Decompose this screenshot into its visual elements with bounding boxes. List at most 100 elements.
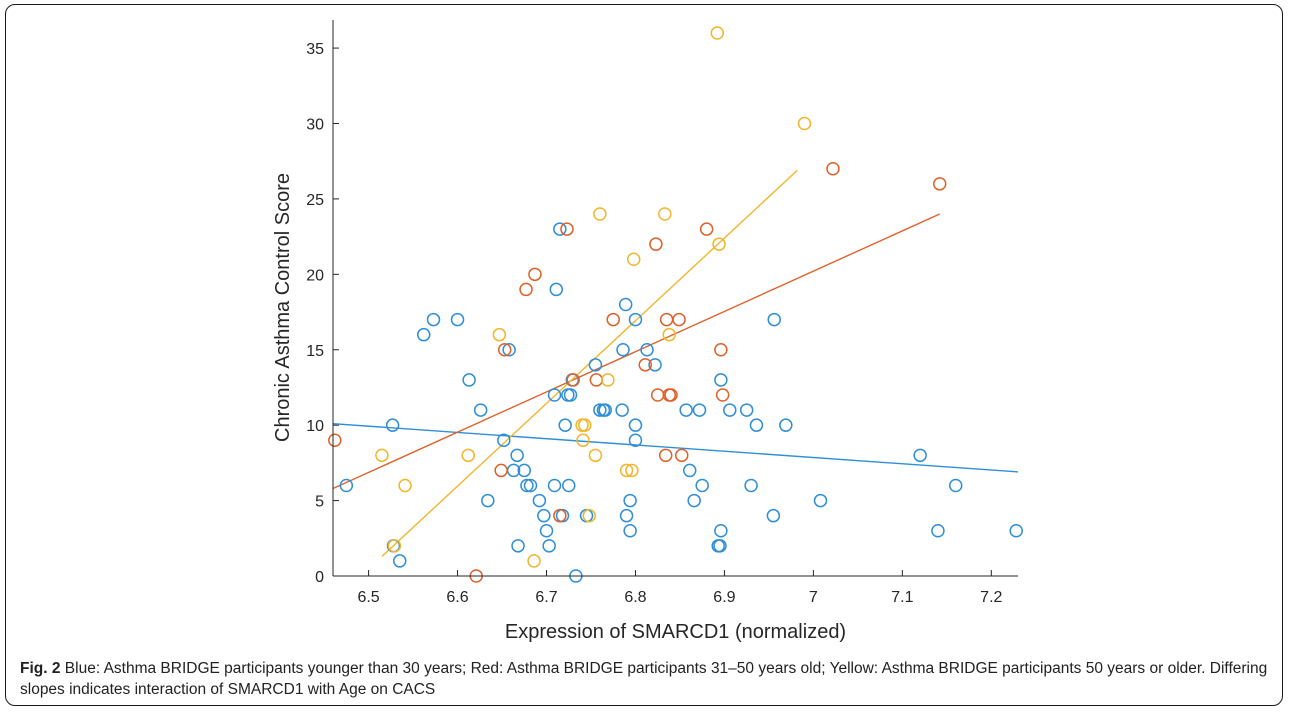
data-point bbox=[749, 418, 764, 432]
data-point bbox=[779, 418, 793, 432]
data-point bbox=[766, 508, 781, 523]
data-point bbox=[715, 388, 730, 402]
fit-line-0 bbox=[332, 422, 1019, 473]
data-point bbox=[494, 463, 508, 478]
data-point bbox=[510, 448, 524, 463]
data-point bbox=[692, 403, 707, 417]
data-point bbox=[375, 448, 389, 463]
data-point bbox=[539, 524, 554, 538]
data-point bbox=[682, 463, 697, 478]
data-point bbox=[616, 343, 630, 357]
data-point bbox=[714, 343, 728, 357]
data-point bbox=[601, 373, 615, 387]
data-point bbox=[606, 312, 620, 327]
scatter-chart: 6.5 6.6 6.7 6.8 6.9 7 7.1 7.2 0 5 10 15 20 25 30 35 Exp… bbox=[272, 20, 1023, 643]
data-point bbox=[502, 343, 516, 357]
data-point bbox=[695, 478, 709, 493]
data-point bbox=[687, 493, 701, 508]
data-point bbox=[549, 282, 564, 297]
data-point bbox=[492, 327, 507, 342]
data-point bbox=[626, 252, 641, 266]
data-point bbox=[615, 403, 629, 417]
data-point bbox=[713, 539, 727, 553]
data-point bbox=[497, 343, 512, 357]
x-tick-label: 7.2 bbox=[980, 589, 1002, 606]
y-tick-label: 25 bbox=[306, 192, 324, 209]
data-point bbox=[339, 478, 354, 493]
x-tick-label: 6.9 bbox=[713, 589, 735, 606]
data-point bbox=[623, 524, 637, 538]
data-point bbox=[813, 493, 828, 508]
data-point bbox=[566, 373, 580, 387]
data-point bbox=[528, 267, 542, 282]
data-point bbox=[511, 539, 525, 553]
data-point bbox=[575, 418, 589, 432]
data-point bbox=[623, 493, 637, 508]
axis-ticks: 6.5 6.6 6.7 6.8 6.9 7 7.1 7.2 0 5 10 15 20 25 30 35 bbox=[306, 41, 1002, 606]
data-point bbox=[579, 508, 594, 523]
data-point bbox=[618, 297, 633, 312]
fit-line-1 bbox=[332, 213, 941, 490]
data-point bbox=[416, 327, 431, 342]
data-point bbox=[662, 327, 677, 342]
y-tick-label: 10 bbox=[306, 418, 324, 435]
data-point bbox=[588, 448, 603, 463]
data-point bbox=[628, 433, 643, 447]
data-point bbox=[392, 554, 407, 568]
data-point bbox=[767, 312, 781, 327]
data-point bbox=[1009, 524, 1023, 538]
x-tick-label: 6.7 bbox=[535, 589, 557, 606]
data-point bbox=[576, 433, 590, 447]
data-point bbox=[555, 508, 570, 523]
regression-lines bbox=[332, 169, 1019, 557]
data-point bbox=[398, 478, 412, 493]
data-point bbox=[744, 478, 758, 493]
data-point bbox=[537, 508, 551, 523]
data-point bbox=[553, 222, 567, 236]
data-point bbox=[473, 403, 488, 417]
data-point bbox=[547, 478, 562, 493]
data-point bbox=[931, 524, 945, 538]
data-point bbox=[638, 358, 653, 372]
y-tick-label: 20 bbox=[306, 267, 324, 284]
data-point bbox=[714, 524, 728, 538]
data-point bbox=[523, 478, 538, 493]
data-point bbox=[672, 312, 686, 327]
data-point bbox=[826, 162, 840, 176]
data-point bbox=[723, 403, 737, 417]
data-point bbox=[461, 448, 475, 463]
data-point bbox=[547, 388, 562, 402]
data-point bbox=[561, 478, 576, 493]
data-point bbox=[553, 508, 567, 523]
data-point bbox=[649, 237, 663, 251]
figure-caption: Fig. 2 Blue: Asthma BRIDGE participants … bbox=[20, 658, 1270, 700]
data-point bbox=[517, 463, 532, 478]
data-point bbox=[481, 493, 495, 508]
data-point bbox=[497, 433, 511, 447]
y-tick-label: 35 bbox=[306, 41, 324, 58]
data-point bbox=[588, 358, 603, 372]
y-axis-label: Chronic Asthma Control Score bbox=[272, 173, 294, 442]
x-tick-label: 6.6 bbox=[446, 589, 468, 606]
data-point bbox=[532, 493, 547, 508]
data-point bbox=[714, 373, 728, 387]
figure-label: Fig. 2 bbox=[20, 660, 61, 677]
data-point bbox=[712, 237, 726, 251]
data-point bbox=[948, 478, 963, 493]
data-point bbox=[328, 433, 342, 447]
data-point bbox=[542, 539, 556, 553]
data-point bbox=[450, 312, 465, 327]
data-points bbox=[328, 26, 1023, 583]
data-point bbox=[674, 448, 689, 463]
data-point bbox=[640, 343, 654, 357]
x-tick-label: 6.5 bbox=[357, 589, 379, 606]
data-point bbox=[558, 418, 572, 432]
data-point bbox=[739, 403, 754, 417]
data-point bbox=[628, 418, 643, 432]
caption-text: Blue: Asthma BRIDGE participants younger… bbox=[20, 660, 1268, 698]
data-point bbox=[628, 312, 643, 327]
data-point bbox=[659, 312, 674, 327]
data-point bbox=[560, 222, 574, 236]
data-point bbox=[797, 116, 812, 131]
data-point bbox=[664, 388, 678, 402]
